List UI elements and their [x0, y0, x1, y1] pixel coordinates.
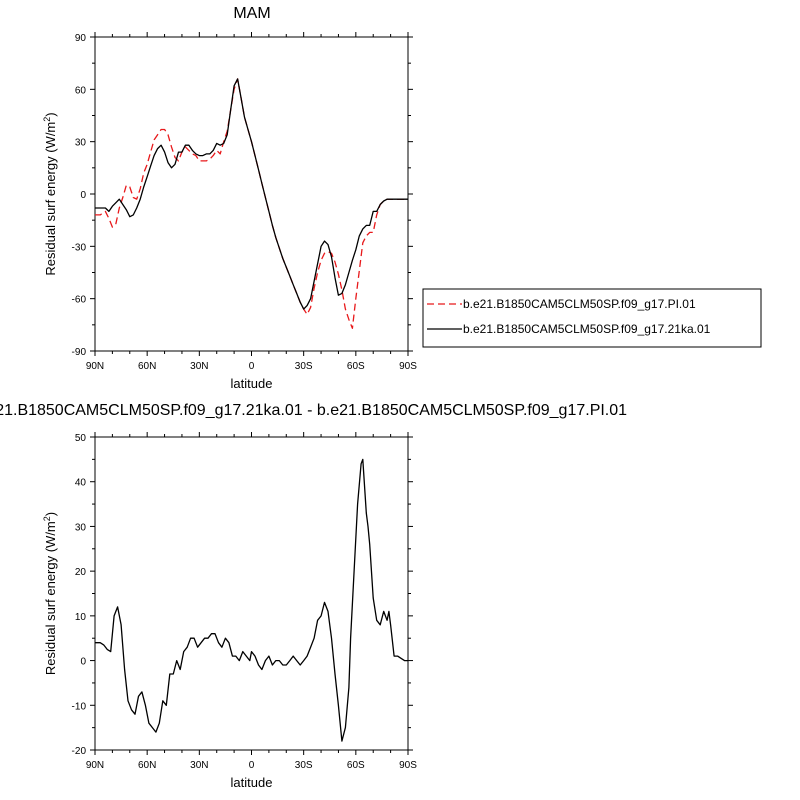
- x-tick-label: 30N: [190, 361, 208, 372]
- plot-frame: [94, 436, 409, 751]
- legend-label-1: b.e21.B1850CAM5CLM50SP.f09_g17.PI.01: [463, 297, 696, 311]
- x-tick-label: 90N: [86, 361, 104, 372]
- x-tick-label: 30S: [295, 760, 313, 771]
- y-axis-label-close: ): [43, 112, 58, 116]
- y-tick-label: 10: [75, 612, 87, 623]
- y-tick-label: -20: [72, 746, 87, 757]
- y-axis-label-text: Residual surf energy (W/m: [43, 122, 58, 276]
- series-line-1: [95, 458, 408, 742]
- y-axis-label-close: ): [43, 512, 58, 516]
- y-axis-label: Residual surf energy (W/m2): [42, 512, 58, 675]
- y-tick-label: 0: [80, 190, 86, 201]
- x-axis-label: latitude: [231, 376, 273, 391]
- series-line-1: [95, 78, 408, 329]
- y-tick-label: 90: [75, 33, 87, 44]
- y-axis-label-superscript: 2: [42, 117, 52, 122]
- chart-top: MAM 90N 60N 30N 0 30S 60S 90S -90 -60 -30 0 30 60 90 la…: [42, 5, 417, 391]
- y-axis-label-superscript: 2: [42, 516, 52, 521]
- x-tick-label: 0: [249, 361, 255, 372]
- x-tick-label: 30N: [190, 760, 208, 771]
- chart-title: MAM: [233, 5, 270, 22]
- y-tick-label: 50: [75, 433, 87, 444]
- x-tick-label: 90S: [399, 760, 417, 771]
- y-tick-label: -90: [72, 347, 87, 358]
- y-tick-label: -30: [72, 242, 87, 253]
- y-axis-label: Residual surf energy (W/m2): [42, 112, 58, 275]
- y-tick-label: 30: [75, 522, 87, 533]
- x-tick-label: 60S: [347, 361, 365, 372]
- y-tick-label: 20: [75, 567, 87, 578]
- x-tick-label: 60N: [138, 361, 156, 372]
- x-axis-label: latitude: [231, 775, 273, 790]
- x-tick-label: 90S: [399, 361, 417, 372]
- series-line-2: [95, 78, 408, 310]
- y-tick-label: -10: [72, 701, 87, 712]
- x-tick-label: 60S: [347, 760, 365, 771]
- y-tick-label: 40: [75, 478, 87, 489]
- x-tick-label: 90N: [86, 760, 104, 771]
- x-tick-label: 30S: [295, 361, 313, 372]
- y-tick-label: 0: [80, 657, 86, 668]
- y-tick-label: 60: [75, 85, 87, 96]
- x-tick-label: 0: [249, 760, 255, 771]
- y-tick-label: 30: [75, 138, 87, 149]
- y-axis-label-text: Residual surf energy (W/m: [43, 521, 58, 675]
- legend-label-2: b.e21.B1850CAM5CLM50SP.f09_g17.21ka.01: [463, 322, 711, 336]
- legend-box: [422, 288, 762, 348]
- y-tick-label: -60: [72, 295, 87, 306]
- x-tick-label: 60N: [138, 760, 156, 771]
- chart-title: b.e21.B1850CAM5CLM50SP.f09_g17.21ka.01 -…: [0, 402, 627, 419]
- chart-bottom: b.e21.B1850CAM5CLM50SP.f09_g17.21ka.01 -…: [0, 402, 627, 790]
- legend: b.e21.B1850CAM5CLM50SP.f09_g17.PI.01 b.e2…: [422, 288, 762, 348]
